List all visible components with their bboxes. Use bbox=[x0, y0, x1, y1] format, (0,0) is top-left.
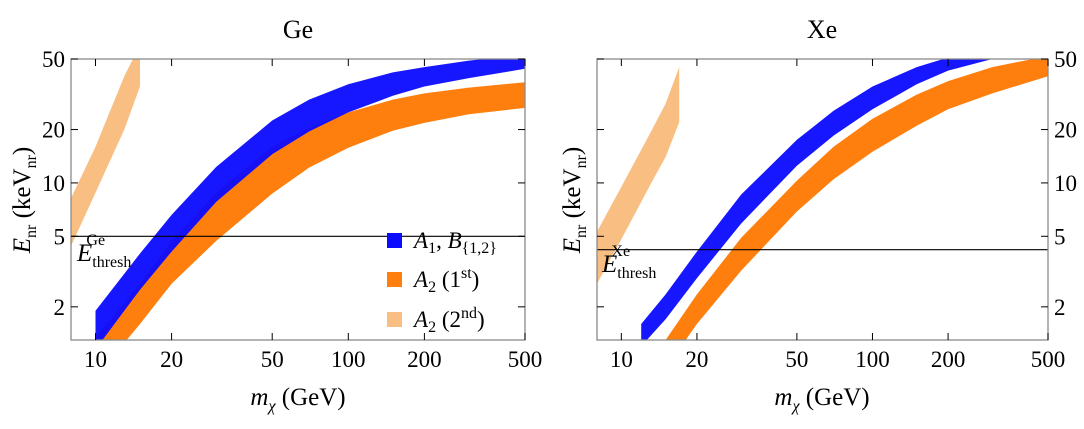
legend-swatch-a2-1st bbox=[387, 272, 402, 287]
legend-label-a2-2nd: A2 (2nd) bbox=[412, 305, 485, 336]
threshold-label-ge-sub: thresh bbox=[92, 254, 131, 271]
x-axis-label-ge: mχ (GeV) bbox=[250, 384, 345, 415]
y-tick-label: 20 bbox=[42, 118, 65, 143]
y-tick-label: 2 bbox=[1054, 295, 1066, 320]
x-axis-label-xe: mχ (GeV) bbox=[774, 384, 869, 415]
legend-label-a1b: A1, B{1,2} bbox=[412, 228, 497, 257]
y-tick-label: 5 bbox=[1054, 224, 1066, 249]
band-a2-1st- bbox=[95, 82, 525, 340]
legend-label-a2-1st: A2 (1st) bbox=[412, 265, 479, 296]
x-tick-label: 10 bbox=[610, 347, 633, 372]
plot-frame bbox=[70, 58, 526, 341]
plot-frame bbox=[596, 58, 1049, 341]
threshold-label-xe-sup: Xe bbox=[611, 243, 630, 260]
x-tick-label: 20 bbox=[160, 347, 183, 372]
y-tick-label: 10 bbox=[1054, 171, 1077, 196]
y-tick-label: 20 bbox=[1054, 118, 1077, 143]
x-tick-label: 200 bbox=[931, 347, 966, 372]
band-a1-b-1-2- bbox=[95, 59, 525, 340]
y-axis-label-xe: Enr (keVnr) bbox=[559, 147, 590, 255]
y-tick-label: 2 bbox=[54, 295, 66, 320]
threshold-label-ge-main: E bbox=[76, 240, 92, 267]
x-tick-label: 50 bbox=[261, 347, 284, 372]
x-tick-label: 100 bbox=[331, 347, 366, 372]
bands bbox=[597, 59, 1048, 340]
panel-title-ge: Ge bbox=[283, 15, 313, 44]
x-tick-label: 20 bbox=[685, 347, 708, 372]
y-tick-label: 10 bbox=[42, 171, 65, 196]
threshold-label-ge: Ethresh Ge bbox=[76, 232, 131, 271]
x-tick-label: 500 bbox=[1031, 347, 1066, 372]
x-tick-label: 200 bbox=[407, 347, 442, 372]
y-tick-label: 50 bbox=[42, 47, 65, 72]
x-tick-label: 50 bbox=[785, 347, 808, 372]
threshold-label-xe-sub: thresh bbox=[617, 265, 656, 282]
legend-swatch-a1b bbox=[387, 233, 402, 248]
x-tick-label: 100 bbox=[855, 347, 890, 372]
threshold-label-ge-sup: Ge bbox=[86, 232, 105, 249]
y-axis-label-ge: Enr (keVnr) bbox=[9, 147, 40, 255]
panel-ge: 10 20 50 100 200 500 2 5 10 20 50 bbox=[42, 47, 543, 372]
band-a2-1st- bbox=[665, 59, 1048, 340]
panel-title-xe: Xe bbox=[807, 15, 837, 44]
x-tick-label: 10 bbox=[84, 347, 107, 372]
threshold-label-xe: Ethresh Xe bbox=[601, 243, 656, 282]
band-a2-2nd- bbox=[597, 67, 680, 284]
legend: A1, B{1,2} A2 (1st) A2 (2nd) bbox=[387, 228, 497, 336]
y-tick-label: 5 bbox=[54, 224, 66, 249]
bands bbox=[71, 59, 525, 340]
y-tick-label: 50 bbox=[1054, 47, 1077, 72]
x-tick-label: 500 bbox=[508, 347, 543, 372]
threshold-label-xe-main: E bbox=[601, 251, 617, 278]
legend-swatch-a2-2nd bbox=[387, 312, 402, 327]
panel-xe: 10 20 50 100 200 500 2 5 10 20 50 bbox=[596, 47, 1077, 372]
band-a2-2nd- bbox=[71, 59, 140, 247]
